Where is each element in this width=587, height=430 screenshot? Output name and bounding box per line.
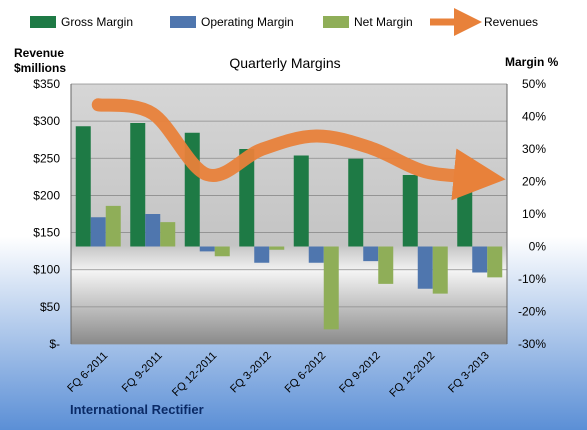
bar-net-margin [269,246,285,250]
bar-net-margin [323,246,339,330]
bar-gross-margin [75,126,91,247]
left-axis-label-line1: Revenue [14,46,64,60]
legend-label-gross-margin: Gross Margin [61,15,133,29]
bar-operating-margin [308,246,324,263]
legend: Gross Margin Operating Margin Net Margin Re… [30,8,538,36]
chart-title: Quarterly Margins [229,55,340,71]
left-tick-label: $- [49,337,60,351]
bar-net-margin [432,246,448,294]
left-tick-label: $100 [33,263,60,277]
bar-net-margin [160,222,176,247]
bar-net-margin [214,246,230,257]
bar-net-margin [487,246,503,278]
bar-net-margin [378,246,394,284]
bar-operating-margin [472,246,488,273]
left-tick-label: $300 [33,114,60,128]
legend-label-net-margin: Net Margin [354,15,413,29]
bars-layer [75,123,503,330]
right-tick-label: -20% [518,305,546,319]
bar-operating-margin [254,246,270,263]
line-layer [91,98,506,201]
left-tick-label: $200 [33,188,60,202]
right-tick-label: -10% [518,272,546,286]
right-tick-label: 40% [522,110,546,124]
legend-label-operating-margin: Operating Margin [201,15,294,29]
bar-operating-margin [417,246,433,289]
right-tick-label: 20% [522,175,546,189]
bar-operating-margin [145,214,161,247]
legend-swatch-net-margin [323,16,349,28]
bar-gross-margin [348,158,364,247]
bar-gross-margin [293,155,309,247]
right-tick-label: -30% [518,337,546,351]
right-axis-label: Margin % [505,55,559,69]
bar-gross-margin [402,175,418,247]
bar-net-margin [105,205,121,247]
left-axis-label-line2: $millions [14,61,66,75]
right-tick-label: 10% [522,207,546,221]
bar-operating-margin [90,217,106,247]
company-label: International Rectifier [70,402,204,417]
left-tick-label: $150 [33,226,60,240]
legend-swatch-gross-margin [30,16,56,28]
legend-label-revenues: Revenues [484,15,538,29]
left-tick-label: $350 [33,77,60,91]
revenue-line [91,98,506,201]
right-tick-label: 0% [529,240,547,254]
right-tick-label: 50% [522,77,546,91]
left-tick-label: $50 [40,300,60,314]
bar-operating-margin [363,246,379,262]
bar-gross-margin [239,149,255,247]
bar-gross-margin [130,123,146,247]
bar-operating-margin [199,246,215,252]
left-tick-label: $250 [33,151,60,165]
legend-swatch-operating-margin [170,16,196,28]
right-tick-label: 30% [522,142,546,156]
